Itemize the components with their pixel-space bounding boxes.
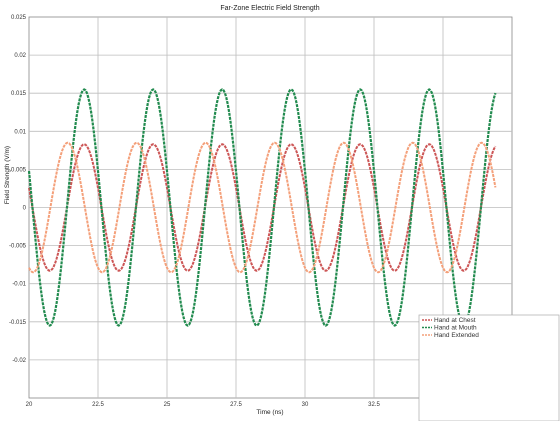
- y-axis-label: Field Strength (V/m): [4, 146, 11, 204]
- x-tick-label: 20: [26, 402, 33, 408]
- legend-box: [418, 314, 560, 421]
- y-tick-label: 0.02: [14, 53, 26, 59]
- x-axis-label: Time (ns): [256, 409, 283, 416]
- legend-label: Hand Extended: [434, 332, 479, 339]
- y-tick-label: 0.025: [11, 15, 27, 21]
- legend-label: Hand at Chest: [434, 317, 476, 324]
- legend-label: Hand at Mouth: [434, 325, 477, 332]
- y-tick-label: -0.01: [12, 282, 26, 288]
- series-line: [28, 143, 497, 272]
- y-tick-label: 0.01: [14, 129, 26, 135]
- x-tick-label: 25: [164, 402, 171, 408]
- y-tick-label: -0.02: [12, 358, 26, 364]
- x-tick-label: 32.5: [368, 402, 380, 408]
- x-tick-label: 30: [302, 402, 309, 408]
- x-tick-label: 22.5: [92, 402, 104, 408]
- y-tick-label: -0.005: [9, 244, 27, 250]
- chart-title: Far-Zone Electric Field Strength: [220, 5, 319, 12]
- y-tick-label: -0.015: [9, 320, 27, 326]
- series-line: [28, 141, 497, 274]
- x-tick-label: 27.5: [230, 402, 242, 408]
- y-tick-label: 0: [23, 206, 27, 212]
- y-tick-label: 0.005: [11, 167, 27, 173]
- y-tick-label: 0.015: [11, 91, 27, 97]
